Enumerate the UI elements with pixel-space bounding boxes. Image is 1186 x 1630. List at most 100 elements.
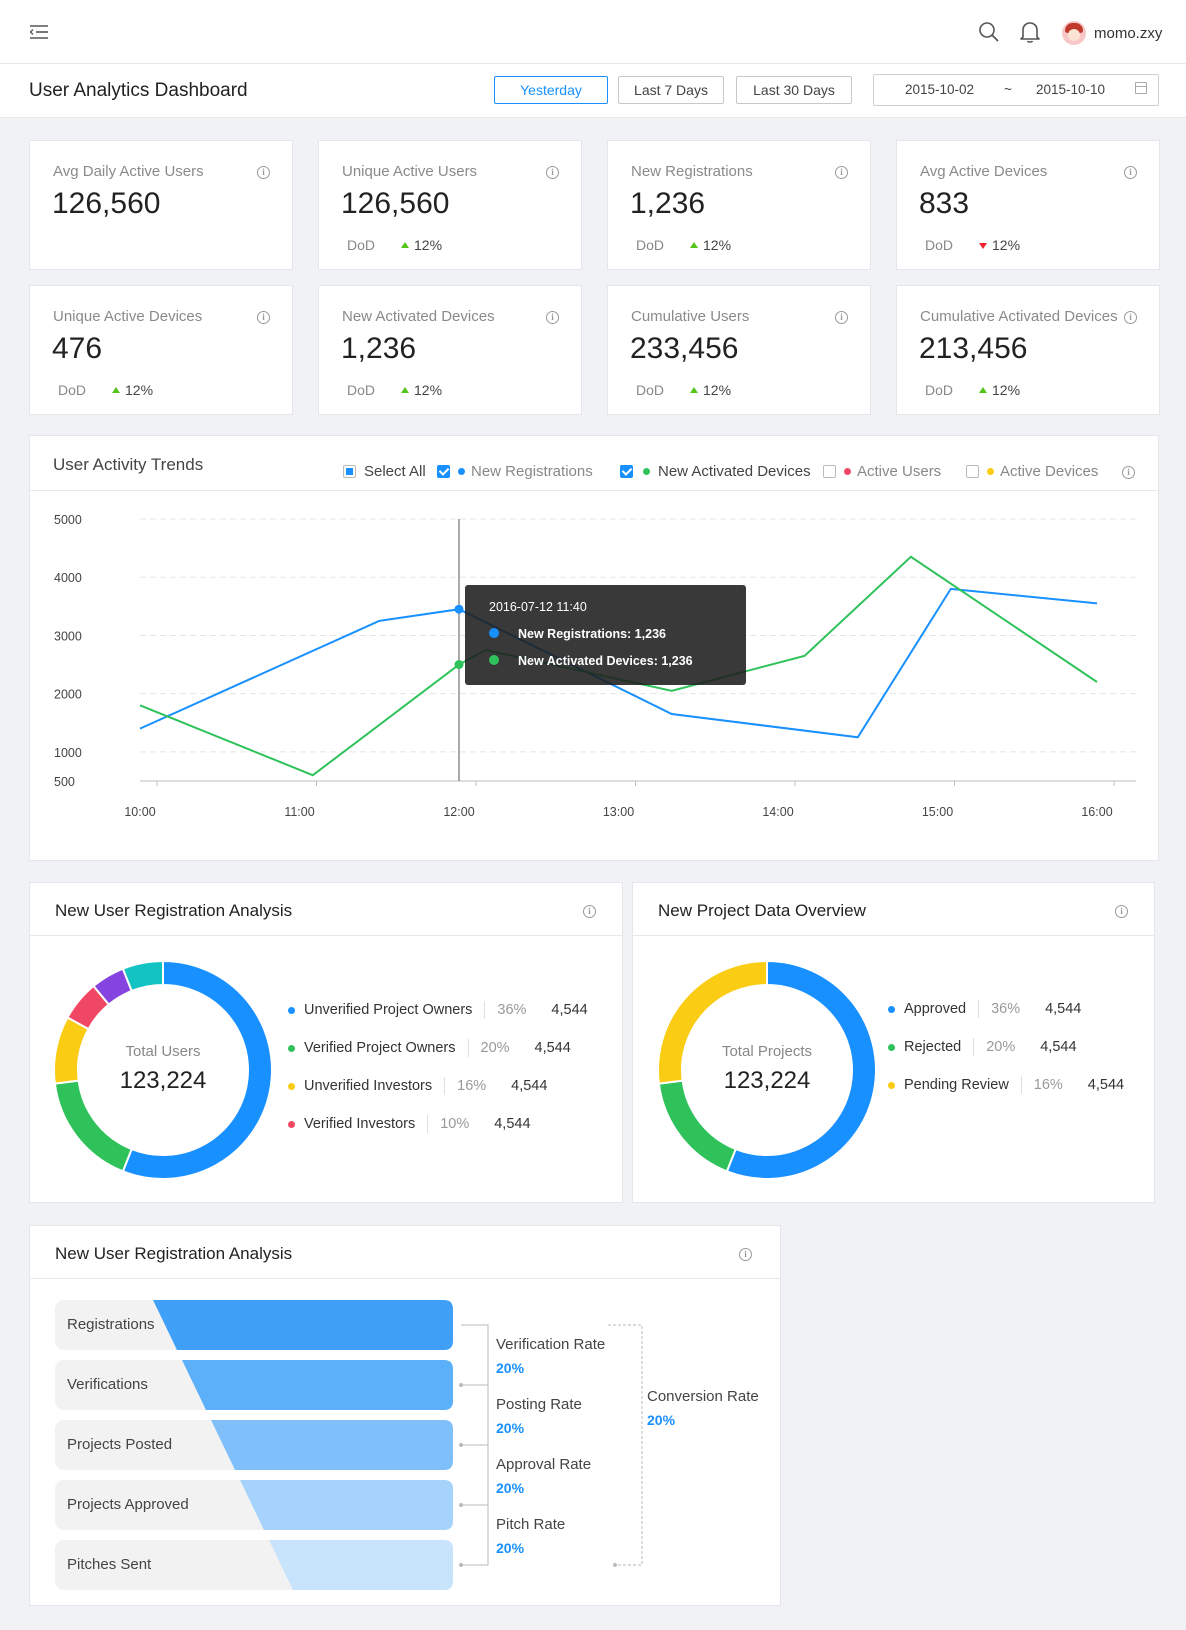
info-icon[interactable]: i	[835, 311, 848, 324]
info-icon[interactable]: i	[835, 166, 848, 179]
dod-percent: 12%	[703, 382, 732, 398]
checkbox-icon	[966, 465, 979, 478]
checkbox-icon	[823, 465, 836, 478]
funnel-bar[interactable]	[211, 1420, 453, 1470]
legend-separator	[427, 1115, 429, 1133]
info-icon[interactable]: i	[1122, 466, 1135, 479]
tooltip-series-dot	[489, 628, 499, 638]
legend-percent: 10%	[440, 1116, 470, 1132]
y-tick-label: 5000	[54, 513, 82, 527]
legend-dot	[888, 1005, 895, 1013]
legend-label: New Activated Devices	[658, 463, 811, 480]
legend-separator	[973, 1038, 975, 1056]
series-dot	[458, 468, 465, 475]
range-last-7-days-button[interactable]: Last 7 Days	[618, 76, 724, 104]
registration-donut-chart[interactable]	[54, 961, 272, 1179]
series-line-new-registrations[interactable]	[139, 587, 1098, 739]
info-icon[interactable]: i	[1115, 905, 1128, 918]
tooltip-title: 2016-07-12 11:40	[489, 600, 587, 614]
stat-label: Unique Active Users	[342, 163, 478, 180]
info-icon[interactable]: i	[583, 905, 596, 918]
funnel-bar[interactable]	[269, 1540, 453, 1590]
info-icon[interactable]: i	[1124, 166, 1137, 179]
info-icon[interactable]: i	[739, 1248, 752, 1261]
legend-value: 4,544	[534, 1040, 571, 1056]
stat-card: Cumulative Activated Devices i 213,456 Do…	[896, 285, 1160, 415]
bell-icon[interactable]	[1019, 20, 1041, 44]
trend-up-icon	[979, 387, 987, 393]
funnel-bar[interactable]	[182, 1360, 453, 1410]
project-donut-chart[interactable]	[658, 961, 876, 1179]
line-chart[interactable]: 5000 4000 3000 2000 1000 500 10:00 11:00 12:00 13…	[30, 491, 1158, 861]
legend-label: Unverified Investors	[304, 1078, 433, 1094]
legend-row[interactable]: Rejected 20% 4,544	[888, 1038, 1077, 1056]
info-icon[interactable]: i	[546, 311, 559, 324]
y-tick-label: 4000	[54, 571, 82, 585]
dod-percent: 12%	[703, 237, 732, 253]
donut-slice[interactable]	[725, 961, 876, 1179]
conversion-rate-label: Conversion Rate	[647, 1388, 759, 1405]
dod-percent: 12%	[125, 382, 154, 398]
legend-active-users[interactable]: Active Users	[823, 463, 941, 480]
search-icon[interactable]	[978, 21, 1000, 43]
legend-dot	[888, 1081, 895, 1089]
legend-percent: 16%	[1033, 1077, 1063, 1093]
legend-row[interactable]: Approved 36% 4,544	[888, 1000, 1081, 1018]
data-point[interactable]	[454, 660, 464, 670]
stat-value: 126,560	[341, 187, 450, 220]
checkbox-icon	[620, 465, 633, 478]
legend-new-activated-devices[interactable]: New Activated Devices	[620, 463, 811, 480]
info-icon[interactable]: i	[257, 166, 270, 179]
funnel-chart	[55, 1300, 643, 1590]
user-menu[interactable]: momo.zxy	[1062, 20, 1162, 46]
range-last-30-days-button[interactable]: Last 30 Days	[736, 76, 852, 104]
date-range-picker[interactable]: 2015-10-02 ~ 2015-10-10	[873, 74, 1159, 106]
legend-label: Verified Investors	[304, 1116, 416, 1132]
info-icon[interactable]: i	[1124, 311, 1137, 324]
legend-label: Active Devices	[1000, 463, 1099, 480]
stat-value: 213,456	[919, 332, 1028, 365]
legend-row[interactable]: Unverified Project Owners 36% 4,544	[288, 1001, 588, 1019]
bracket-dot	[459, 1563, 463, 1567]
funnel-stage-label: Projects Posted	[67, 1436, 173, 1453]
series-dot	[844, 468, 851, 475]
stat-card: Avg Daily Active Users i 126,560	[29, 140, 293, 270]
legend-row[interactable]: Verified Investors 10% 4,544	[288, 1115, 531, 1133]
donut-slice[interactable]	[121, 961, 272, 1179]
checkbox-icon	[343, 465, 356, 478]
project-overview-title: New Project Data Overview	[658, 901, 866, 920]
project-overview-card: New Project Data Overview i Total Projec…	[632, 882, 1155, 1203]
legend-row[interactable]: Pending Review 16% 4,544	[888, 1076, 1124, 1094]
x-tick-label: 10:00	[124, 805, 155, 819]
legend-new-registrations[interactable]: New Registrations	[437, 463, 593, 480]
activity-trends-card: User Activity Trends Select All New Regi…	[29, 435, 1159, 861]
rate-value: 20%	[496, 1360, 525, 1376]
legend-label: Approved	[904, 1001, 967, 1017]
donut-slice[interactable]	[658, 961, 768, 1085]
legend-active-devices[interactable]: Active Devices	[966, 463, 1098, 480]
funnel-bar[interactable]	[240, 1480, 453, 1530]
donut-slice[interactable]	[121, 961, 164, 993]
data-point[interactable]	[454, 604, 464, 614]
registration-analysis-card: New User Registration Analysis i Total U…	[29, 882, 623, 1203]
rate-bracket	[461, 1324, 489, 1386]
calendar-icon	[1135, 82, 1147, 94]
info-icon[interactable]: i	[257, 311, 270, 324]
legend-row[interactable]: Verified Project Owners 20% 4,544	[288, 1039, 571, 1057]
funnel-bar[interactable]	[153, 1300, 453, 1350]
rate-bracket	[461, 1444, 489, 1506]
legend-row[interactable]: Unverified Investors 16% 4,544	[288, 1077, 547, 1095]
x-tick-label: 14:00	[762, 805, 793, 819]
rate-label: Posting Rate	[496, 1396, 582, 1413]
menu-collapse-icon[interactable]	[28, 22, 50, 42]
rate-value: 20%	[496, 1420, 525, 1436]
conversion-rate-value: 20%	[647, 1412, 676, 1428]
checkbox-icon	[437, 465, 450, 478]
divider	[30, 490, 1158, 491]
range-yesterday-button[interactable]: Yesterday	[494, 76, 608, 104]
legend-percent: 20%	[986, 1039, 1016, 1055]
stat-card: Unique Active Devices i 476 DoD 12%	[29, 285, 293, 415]
stat-card: New Registrations i 1,236 DoD 12%	[607, 140, 871, 270]
info-icon[interactable]: i	[546, 166, 559, 179]
select-all-checkbox[interactable]: Select All	[343, 463, 426, 480]
